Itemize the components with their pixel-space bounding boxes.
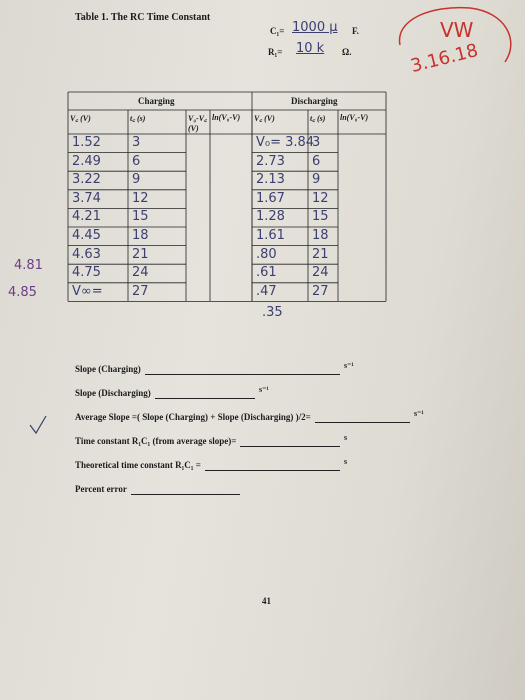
table-cell: 15 [132, 209, 149, 225]
table-cell: 21 [132, 246, 149, 262]
table-cell: V∞= [72, 283, 103, 299]
table-cell: 18 [132, 228, 149, 243]
answer-line [145, 374, 340, 375]
table-cell: 18 [312, 228, 329, 243]
table-cell: 4.75 [72, 265, 101, 281]
table-cell: 12 [132, 190, 149, 206]
table-cell: .61 [256, 265, 277, 281]
initials: VW [440, 18, 474, 42]
answer-line [315, 422, 410, 423]
group-header: Charging [138, 96, 175, 106]
column-header: V₀-V꜀ (V) [188, 114, 207, 133]
answer-line [155, 398, 255, 399]
res-unit: Ω. [342, 47, 352, 57]
table-cell: 3.22 [72, 172, 101, 188]
table-cell: 1.28 [256, 209, 285, 225]
table-cell: 4.21 [72, 209, 101, 225]
question-label: Time constant R₁C₁ (from average slope)= [75, 436, 237, 446]
question-label: Percent error [75, 484, 127, 494]
page-number: 41 [262, 596, 271, 606]
table-cell: 1.67 [256, 190, 285, 206]
table-cell: 9 [312, 172, 321, 188]
table-cell: 2.49 [72, 153, 101, 169]
answer-line [131, 494, 240, 495]
margin-note: 4.81 [14, 258, 43, 273]
table-cell: 6 [312, 153, 321, 169]
table-cell: 3 [132, 135, 141, 150]
question-label: Slope (Discharging) [75, 388, 151, 398]
question-unit: s⁻¹ [259, 385, 269, 394]
table-cell: .47 [256, 283, 277, 299]
table-grid [67, 91, 387, 302]
column-header: ln(V₀-V) [212, 113, 241, 122]
table-cell: 1.52 [72, 135, 101, 150]
cap-value: 1000 μ [292, 20, 338, 35]
res-label: R₁= [268, 47, 283, 57]
column-header: t꜀ (s) [310, 114, 326, 123]
table-cell: V₀= 3.84 [256, 135, 315, 150]
title: Table 1. The RC Time Constant [75, 12, 211, 23]
question-unit: s⁻¹ [344, 361, 354, 370]
table-cell: 9 [132, 172, 141, 188]
answer-line [240, 446, 340, 447]
question-unit: s [344, 433, 348, 442]
cap-label: C₁= [270, 26, 285, 36]
red-circle [398, 6, 512, 63]
table-cell: .80 [256, 246, 277, 262]
table-cell: 27 [312, 283, 329, 299]
table-cell: 3.74 [72, 190, 101, 206]
question-unit: s [344, 457, 348, 466]
question-label: Average Slope =( Slope (Charging) + Slop… [75, 412, 311, 422]
answer-line [205, 470, 340, 471]
column-header: V꜀ (V) [254, 114, 275, 123]
question-unit: s⁻¹ [414, 409, 424, 418]
table-cell: 21 [312, 246, 329, 262]
res-value: 10 k [296, 41, 325, 56]
column-header: ln(V₀-V) [340, 113, 369, 122]
check-mark [29, 415, 47, 435]
table-cell: 2.73 [256, 153, 285, 169]
column-header: V꜀ (V) [70, 114, 91, 123]
table-cell: 4.63 [72, 246, 101, 262]
table-cell: 4.45 [72, 228, 101, 243]
table-cell: 2.13 [256, 172, 285, 188]
table-cell: 12 [312, 190, 329, 206]
question-label: Theoretical time constant R₁C₁ = [75, 460, 201, 470]
table-cell: 6 [132, 153, 141, 169]
table-cell: 24 [132, 265, 149, 281]
cap-unit: F. [352, 26, 359, 36]
margin-note: 4.85 [8, 285, 37, 300]
column-header: t꜀ (s) [130, 114, 146, 123]
table-cell: 27 [132, 283, 149, 299]
question-label: Slope (Charging) [75, 364, 141, 374]
table-cell: 1.61 [256, 228, 285, 243]
table-cell: 24 [312, 265, 329, 281]
below-table-note: .35 [262, 305, 283, 320]
table-cell: 3 [312, 135, 321, 150]
table-cell: 15 [312, 209, 329, 225]
group-header: Discharging [291, 96, 338, 106]
